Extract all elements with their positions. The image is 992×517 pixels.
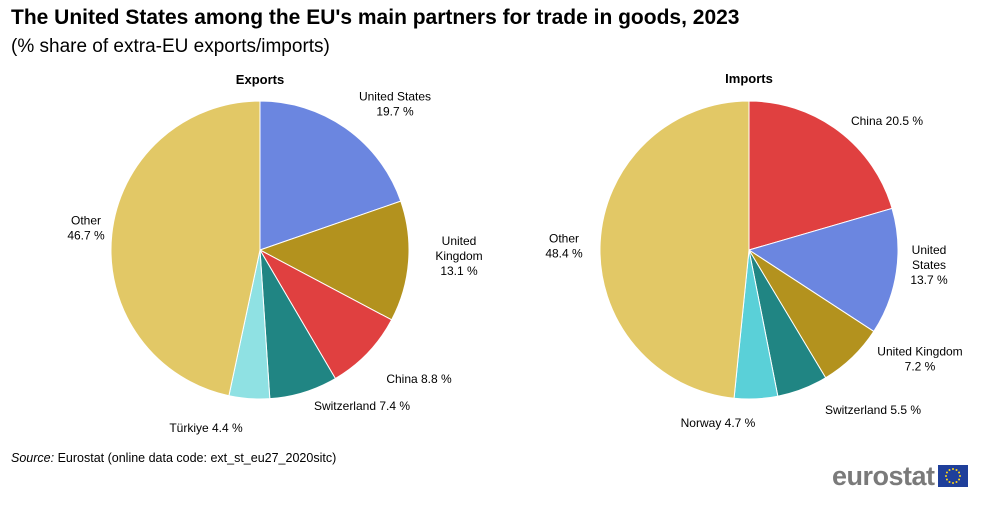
imports-label-norway: Norway 4.7 % [681,416,756,430]
eu-flag-icon [937,465,968,487]
imports-slice-united-states [747,207,899,333]
chart-subtitle: (% share of extra-EU exports/imports) [11,36,330,57]
imports-pie-title: Imports [725,71,773,86]
imports-label-china: China 20.5 % [851,114,923,128]
logo-text: eurostat [832,461,935,491]
source-label: Source: [11,451,55,465]
exports-label-switzerland: Switzerland 7.4 % [314,399,410,413]
chart-title: The United States among the EU's main pa… [11,6,740,29]
imports-slice-china [748,100,893,251]
exports-label-t-rkiye: Türkiye 4.4 % [169,421,243,435]
imports-slice-other [599,100,750,399]
imports-label-united-kingdom: United Kingdom 7.2 % [877,345,962,374]
exports-pie-title: Exports [236,72,284,87]
exports-label-united-states: United States 19.7 % [359,90,431,119]
imports-label-switzerland: Switzerland 5.5 % [825,403,921,417]
imports-label-other: Other 48.4 % [545,232,583,261]
exports-slice-united-kingdom [258,200,410,321]
imports-label-united-states: United States 13.7 % [910,243,948,287]
exports-slice-other [110,100,261,397]
exports-slice-united-states [259,100,402,251]
source-note: Source: Eurostat (online data code: ext_… [11,451,336,465]
eurostat-logo: eurostat [832,462,968,490]
exports-label-china: China 8.8 % [386,372,452,386]
source-text: Eurostat (online data code: ext_st_eu27_… [57,451,337,465]
exports-label-united-kingdom: United Kingdom 13.1 % [435,234,482,278]
exports-label-other: Other 46.7 % [67,214,105,243]
exports-slice-china [258,248,393,380]
